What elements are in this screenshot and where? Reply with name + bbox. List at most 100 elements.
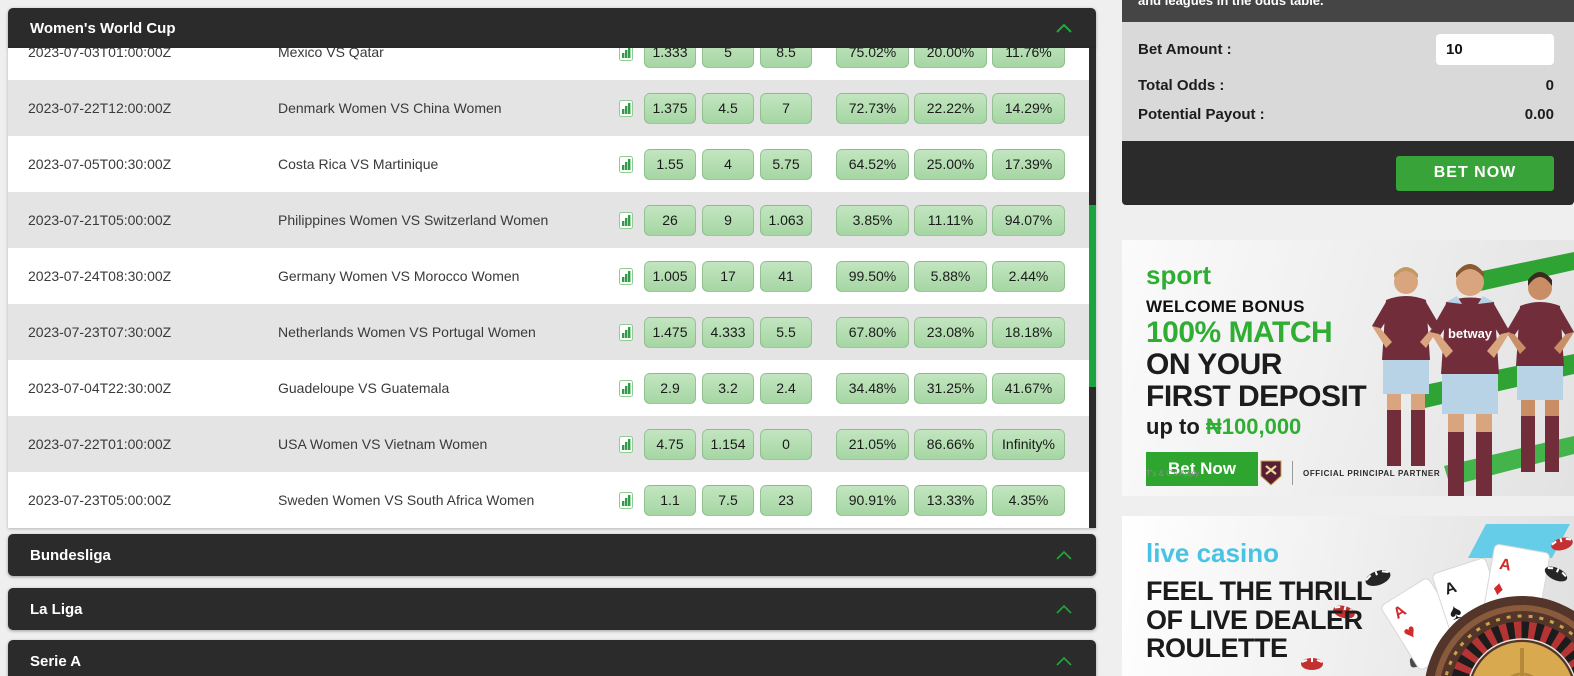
- league-accordion-bundesliga[interactable]: Bundesliga: [8, 534, 1096, 576]
- probability-button[interactable]: 75.02%: [836, 48, 909, 68]
- odds-button[interactable]: 9: [702, 204, 754, 236]
- probability-button[interactable]: 64.52%: [836, 148, 909, 180]
- probability-button[interactable]: 41.67%: [992, 372, 1065, 404]
- total-odds-label: Total Odds :: [1138, 77, 1225, 94]
- odds-button[interactable]: 1.1: [644, 484, 696, 516]
- probability-button[interactable]: 14.29%: [992, 92, 1065, 124]
- matches-table-viewport[interactable]: 2023-07-03T01:00:00Z Mexico VS Qatar 1.3…: [8, 48, 1096, 528]
- odds-button[interactable]: 1.063: [760, 204, 812, 236]
- odds-button[interactable]: 5.5: [760, 316, 812, 348]
- probability-button[interactable]: 20.00%: [914, 48, 987, 68]
- probability-button[interactable]: 31.25%: [914, 372, 987, 404]
- probability-button[interactable]: 25.00%: [914, 148, 987, 180]
- chevron-up-icon: [1056, 23, 1072, 33]
- odds-button[interactable]: 1.475: [644, 316, 696, 348]
- chart-icon[interactable]: [619, 267, 633, 285]
- bet-amount-label: Bet Amount :: [1138, 41, 1232, 58]
- odds-group: 2.9 3.2 2.4: [644, 372, 812, 404]
- probability-button[interactable]: 34.48%: [836, 372, 909, 404]
- table-row: 2023-07-23T07:30:00Z Netherlands Women V…: [8, 304, 1096, 360]
- odds-group: 1.1 7.5 23: [644, 484, 812, 516]
- league-accordion-la-liga[interactable]: La Liga: [8, 588, 1096, 630]
- league-accordion-serie-a[interactable]: Serie A: [8, 640, 1096, 676]
- probability-button[interactable]: 13.33%: [914, 484, 987, 516]
- table-row: 2023-07-05T00:30:00Z Costa Rica VS Marti…: [8, 136, 1096, 192]
- probability-button[interactable]: 99.50%: [836, 260, 909, 292]
- sport-promo-banner[interactable]: sport WELCOME BONUS 100% MATCH ON YOUR F…: [1122, 240, 1574, 496]
- odds-group: 1.475 4.333 5.5: [644, 316, 812, 348]
- probability-button[interactable]: 22.22%: [914, 92, 987, 124]
- upto-amount: ₦100,000: [1205, 414, 1302, 440]
- odds-button[interactable]: 1.375: [644, 92, 696, 124]
- match-date: 2023-07-03T01:00:00Z: [28, 48, 172, 60]
- odds-button[interactable]: 4.5: [702, 92, 754, 124]
- probability-button[interactable]: 11.76%: [992, 48, 1065, 68]
- potential-payout-value: 0.00: [1524, 106, 1554, 123]
- probability-group: 3.85% 11.11% 94.07%: [836, 204, 1065, 236]
- live-casino-banner[interactable]: live casino FEEL THE THRILL OF LIVE DEAL…: [1122, 516, 1574, 676]
- table-row: 2023-07-24T08:30:00Z Germany Women VS Mo…: [8, 248, 1096, 304]
- chart-icon[interactable]: [619, 323, 633, 341]
- match-date: 2023-07-23T07:30:00Z: [28, 324, 172, 340]
- chart-icon[interactable]: [619, 155, 633, 173]
- odds-button[interactable]: 4.333: [702, 316, 754, 348]
- chart-icon[interactable]: [619, 379, 633, 397]
- match-teams: Mexico VS Qatar: [278, 48, 384, 60]
- odds-button[interactable]: 4.75: [644, 428, 696, 460]
- odds-button[interactable]: 2.4: [760, 372, 812, 404]
- probability-button[interactable]: 67.80%: [836, 316, 909, 348]
- odds-button[interactable]: 1.154: [702, 428, 754, 460]
- probability-button[interactable]: 18.18%: [992, 316, 1065, 348]
- probability-button[interactable]: Infinity%: [992, 428, 1065, 460]
- odds-button[interactable]: 8.5: [760, 48, 812, 68]
- table-scrollbar-track[interactable]: [1089, 48, 1096, 528]
- odds-button[interactable]: 26: [644, 204, 696, 236]
- odds-button[interactable]: 5.75: [760, 148, 812, 180]
- chart-icon[interactable]: [619, 211, 633, 229]
- chart-icon[interactable]: [619, 48, 633, 61]
- bet-now-button[interactable]: BET NOW: [1396, 155, 1554, 191]
- banner-bet-now-button[interactable]: Bet Now: [1146, 452, 1258, 487]
- probability-button[interactable]: 4.35%: [992, 484, 1065, 516]
- odds-button[interactable]: 5: [702, 48, 754, 68]
- probability-button[interactable]: 90.91%: [836, 484, 909, 516]
- probability-button[interactable]: 94.07%: [992, 204, 1065, 236]
- odds-button[interactable]: 1.005: [644, 260, 696, 292]
- odds-button[interactable]: 2.9: [644, 372, 696, 404]
- live-casino-brand-text: live casino: [1146, 538, 1279, 568]
- betslip-body: Bet Amount : Total Odds : 0 Potential Pa…: [1122, 22, 1574, 141]
- probability-button[interactable]: 23.08%: [914, 316, 987, 348]
- svg-text:♦: ♦: [1491, 577, 1505, 600]
- chevron-up-icon: [1056, 550, 1072, 560]
- probability-button[interactable]: 72.73%: [836, 92, 909, 124]
- probability-button[interactable]: 11.11%: [914, 204, 987, 236]
- table-scrollbar-thumb[interactable]: [1089, 205, 1096, 387]
- probability-button[interactable]: 2.44%: [992, 260, 1065, 292]
- odds-button[interactable]: 1.55: [644, 148, 696, 180]
- chart-icon[interactable]: [619, 99, 633, 117]
- chart-icon[interactable]: [619, 491, 633, 509]
- odds-button[interactable]: 1.333: [644, 48, 696, 68]
- bet-amount-input[interactable]: [1436, 34, 1554, 65]
- football-players-image: betway: [1372, 252, 1574, 496]
- betslip-panel: and leagues in the odds table. Bet Amoun…: [1122, 0, 1574, 205]
- probability-button[interactable]: 17.39%: [992, 148, 1065, 180]
- probability-button[interactable]: 5.88%: [914, 260, 987, 292]
- probability-button[interactable]: 21.05%: [836, 428, 909, 460]
- probability-button[interactable]: 3.85%: [836, 204, 909, 236]
- odds-group: 1.55 4 5.75: [644, 148, 812, 180]
- odds-button[interactable]: 7: [760, 92, 812, 124]
- chart-icon[interactable]: [619, 435, 633, 453]
- odds-button[interactable]: 3.2: [702, 372, 754, 404]
- probability-button[interactable]: 86.66%: [914, 428, 987, 460]
- odds-button[interactable]: 17: [702, 260, 754, 292]
- match-teams: Sweden Women VS South Africa Women: [278, 492, 535, 508]
- odds-button[interactable]: 41: [760, 260, 812, 292]
- odds-button[interactable]: 23: [760, 484, 812, 516]
- odds-button[interactable]: 4: [702, 148, 754, 180]
- chevron-up-icon: [1056, 656, 1072, 666]
- odds-button[interactable]: 0: [760, 428, 812, 460]
- odds-button[interactable]: 7.5: [702, 484, 754, 516]
- match-headline: 100% MATCH: [1146, 316, 1333, 349]
- league-header-womens-world-cup[interactable]: Women's World Cup: [8, 8, 1096, 48]
